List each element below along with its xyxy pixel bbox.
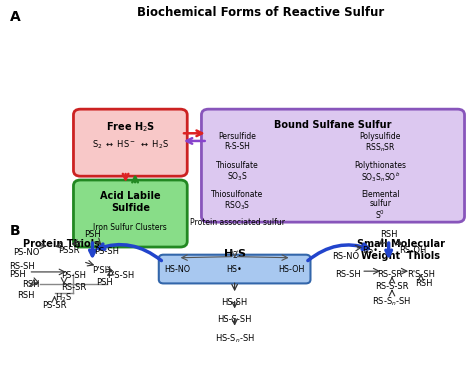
- Text: Thiosulfonate: Thiosulfonate: [211, 190, 263, 198]
- Text: SO$_3$S$_n$SO$^b$: SO$_3$S$_n$SO$^b$: [361, 170, 400, 184]
- Text: Polysulfide: Polysulfide: [360, 132, 401, 141]
- Text: H$_2$S: H$_2$S: [223, 247, 246, 261]
- Text: RSO$_3$S: RSO$_3$S: [224, 199, 250, 212]
- Text: HS•: HS•: [227, 265, 243, 273]
- FancyBboxPatch shape: [159, 255, 310, 283]
- Text: RSS$_n$SR: RSS$_n$SR: [365, 142, 396, 154]
- Text: Protein Thiols: Protein Thiols: [23, 239, 100, 249]
- Text: R'S-SH: R'S-SH: [407, 270, 435, 279]
- Text: PSSR: PSSR: [58, 246, 80, 255]
- Text: Thiosulfate: Thiosulfate: [216, 161, 258, 170]
- Text: RS-S$_n$-SH: RS-S$_n$-SH: [372, 296, 412, 308]
- Text: RSH: RSH: [416, 279, 433, 288]
- Text: Iron Sulfur Clusters: Iron Sulfur Clusters: [93, 223, 167, 232]
- Text: S$^0$: S$^0$: [375, 209, 385, 221]
- Text: SO$_3$S: SO$_3$S: [227, 170, 247, 183]
- Text: Acid Labile
Sulfide: Acid Labile Sulfide: [100, 191, 161, 213]
- Text: PS-SH: PS-SH: [94, 247, 119, 256]
- Text: HS-OH: HS-OH: [278, 265, 305, 273]
- Text: RS•: RS•: [362, 246, 378, 255]
- Text: Elemental: Elemental: [361, 190, 400, 198]
- Text: PS-NO: PS-NO: [13, 248, 39, 257]
- Text: PSH: PSH: [96, 278, 113, 286]
- Text: RSH: RSH: [22, 280, 39, 289]
- Text: RS-S-SR: RS-S-SR: [375, 282, 409, 290]
- Text: P'SH: P'SH: [92, 266, 111, 275]
- Text: PSH: PSH: [9, 270, 26, 279]
- Text: H$_2$S: H$_2$S: [55, 291, 73, 304]
- Text: RSH: RSH: [18, 291, 35, 300]
- Text: RSH: RSH: [380, 231, 397, 239]
- Text: B: B: [9, 224, 20, 238]
- FancyBboxPatch shape: [201, 109, 465, 222]
- FancyBboxPatch shape: [73, 180, 187, 247]
- Text: Bound Sulfane Sulfur: Bound Sulfane Sulfur: [274, 120, 392, 130]
- Text: sulfur: sulfur: [369, 199, 392, 208]
- Text: PS-SH: PS-SH: [61, 271, 86, 280]
- Text: S$_2$ $\leftrightarrow$ HS$^-$ $\leftrightarrow$ H$_2$S: S$_2$ $\leftrightarrow$ HS$^-$ $\leftrig…: [92, 138, 169, 151]
- Text: RS-SH: RS-SH: [336, 270, 361, 279]
- Text: RS-OH: RS-OH: [399, 246, 426, 255]
- Text: Protein associated sulfur: Protein associated sulfur: [190, 218, 284, 227]
- Text: HS-S-SH: HS-S-SH: [218, 315, 252, 324]
- Text: RS-SH: RS-SH: [9, 262, 35, 271]
- Text: PS-SR: PS-SR: [42, 301, 67, 309]
- Text: RS-SR: RS-SR: [61, 283, 86, 291]
- Text: Persulfide: Persulfide: [218, 132, 256, 141]
- Text: RS-NO: RS-NO: [332, 252, 360, 261]
- Text: PSH: PSH: [84, 231, 101, 239]
- FancyBboxPatch shape: [73, 109, 187, 176]
- Text: Biochemical Forms of Reactive Sulfur: Biochemical Forms of Reactive Sulfur: [137, 6, 384, 19]
- Text: A: A: [9, 10, 20, 24]
- Text: HS-NO: HS-NO: [164, 265, 191, 273]
- Text: Free H$_2$S: Free H$_2$S: [106, 120, 155, 134]
- Text: R-S-SH: R-S-SH: [224, 142, 250, 151]
- Text: P'S-SH: P'S-SH: [107, 271, 135, 280]
- Text: HS-SH: HS-SH: [221, 298, 248, 307]
- Text: Small Molecular
Weight  Thiols: Small Molecular Weight Thiols: [356, 239, 445, 261]
- Text: RS-SR: RS-SR: [377, 270, 402, 279]
- Text: HS-S$_n$-SH: HS-S$_n$-SH: [215, 332, 255, 345]
- Text: Polythionates: Polythionates: [355, 161, 406, 170]
